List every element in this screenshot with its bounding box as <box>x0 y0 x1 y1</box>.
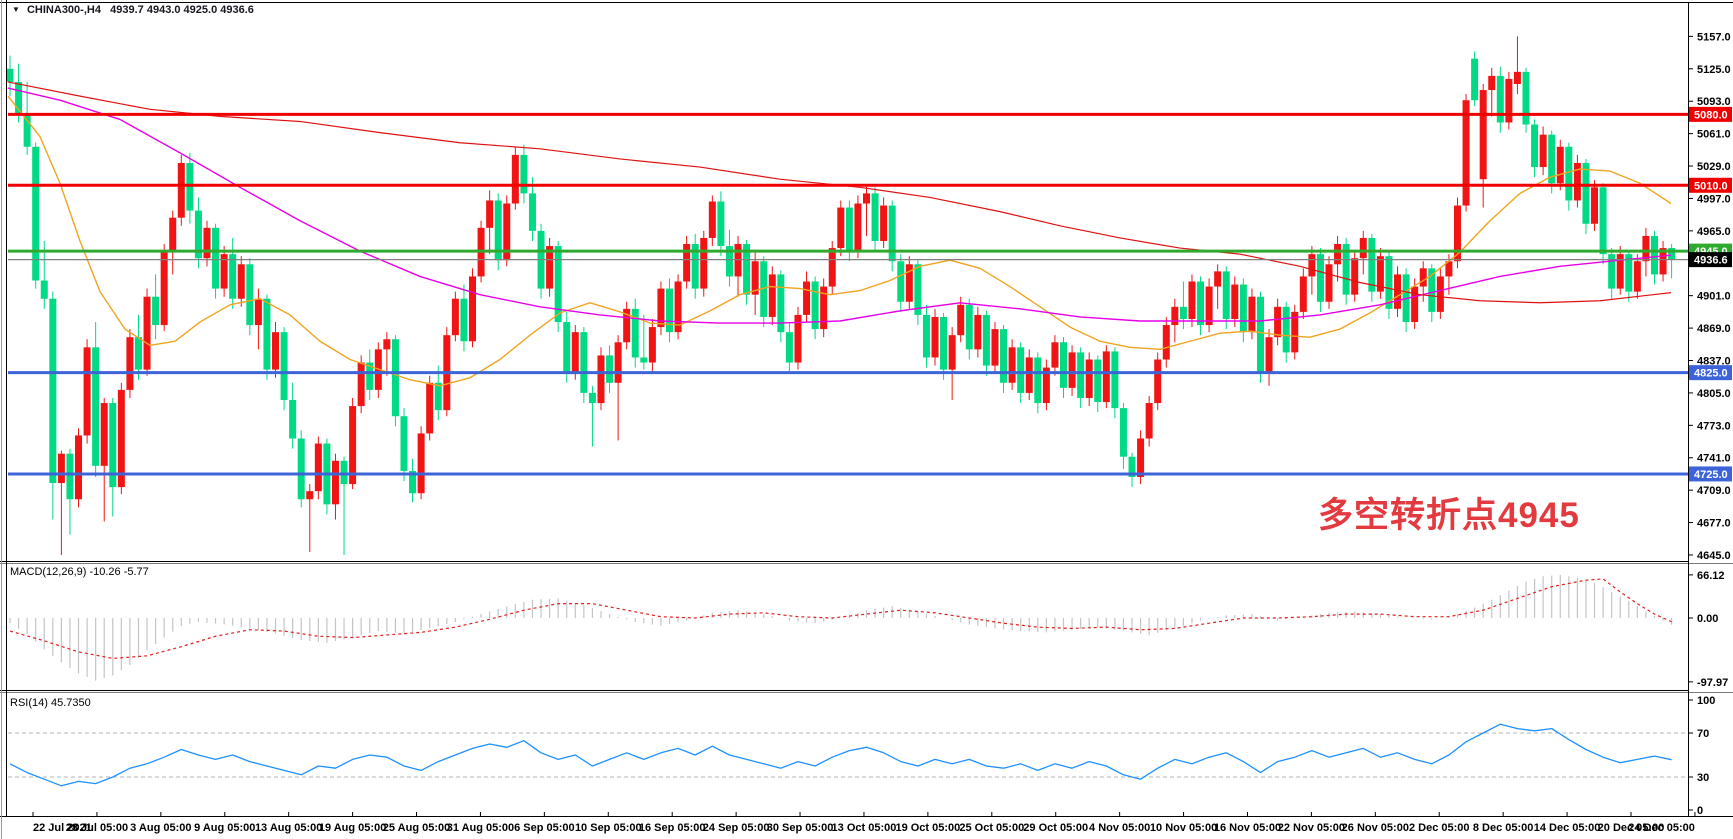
chart-title: ▼ CHINA300-,H4 4939.7 4943.0 4925.0 4936… <box>12 4 254 16</box>
svg-text:9 Aug 05:00: 9 Aug 05:00 <box>194 822 255 834</box>
macd-indicator-label: MACD(12,26,9) -10.26 -5.77 <box>10 566 149 578</box>
svg-text:19 Aug 05:00: 19 Aug 05:00 <box>319 822 386 834</box>
price-scale[interactable] <box>1689 3 1733 816</box>
svg-text:-97.97: -97.97 <box>1697 677 1728 689</box>
svg-text:4645.0: 4645.0 <box>1697 550 1731 562</box>
svg-text:0: 0 <box>1697 805 1703 817</box>
svg-text:8 Dec 05:00: 8 Dec 05:00 <box>1473 822 1534 834</box>
svg-text:5093.0: 5093.0 <box>1697 96 1731 108</box>
svg-text:5157.0: 5157.0 <box>1697 31 1731 43</box>
svg-text:5125.0: 5125.0 <box>1697 64 1731 76</box>
svg-text:25 Aug 05:00: 25 Aug 05:00 <box>383 822 450 834</box>
collapse-arrow-icon[interactable]: ▼ <box>12 5 20 14</box>
svg-text:26 Nov 05:00: 26 Nov 05:00 <box>1342 822 1409 834</box>
svg-text:25 Oct 05:00: 25 Oct 05:00 <box>959 822 1024 834</box>
svg-text:4936.6: 4936.6 <box>1694 255 1728 267</box>
svg-text:30 Sep 05:00: 30 Sep 05:00 <box>767 822 834 834</box>
svg-text:16 Nov 05:00: 16 Nov 05:00 <box>1214 822 1281 834</box>
svg-text:4773.0: 4773.0 <box>1697 420 1731 432</box>
svg-text:4 Nov 05:00: 4 Nov 05:00 <box>1089 822 1150 834</box>
svg-text:28 Jul 05:00: 28 Jul 05:00 <box>66 822 128 834</box>
svg-text:5010.0: 5010.0 <box>1694 180 1728 192</box>
svg-text:0.00: 0.00 <box>1697 613 1718 625</box>
symbol-period-label: CHINA300-,H4 <box>26 4 101 16</box>
svg-text:4677.0: 4677.0 <box>1697 518 1731 530</box>
svg-text:66.12: 66.12 <box>1697 570 1725 582</box>
time-axis[interactable] <box>0 817 1733 839</box>
svg-text:22 Nov 05:00: 22 Nov 05:00 <box>1278 822 1345 834</box>
svg-text:20 Dec 05:00: 20 Dec 05:00 <box>1598 822 1665 834</box>
svg-text:14 Dec 05:00: 14 Dec 05:00 <box>1534 822 1601 834</box>
ohlc-values: 4939.7 4943.0 4925.0 4936.6 <box>110 4 254 16</box>
svg-text:2 Dec 05:00: 2 Dec 05:00 <box>1409 822 1470 834</box>
svg-text:5061.0: 5061.0 <box>1697 129 1731 141</box>
svg-text:10 Nov 05:00: 10 Nov 05:00 <box>1150 822 1217 834</box>
svg-text:4869.0: 4869.0 <box>1697 323 1731 335</box>
svg-text:4837.0: 4837.0 <box>1697 356 1731 368</box>
svg-text:70: 70 <box>1697 728 1709 740</box>
svg-text:31 Aug 05:00: 31 Aug 05:00 <box>447 822 514 834</box>
svg-text:4741.0: 4741.0 <box>1697 453 1731 465</box>
svg-text:10 Sep 05:00: 10 Sep 05:00 <box>575 822 642 834</box>
svg-text:4825.0: 4825.0 <box>1694 368 1728 380</box>
svg-text:16 Sep 05:00: 16 Sep 05:00 <box>639 822 706 834</box>
svg-text:6 Sep 05:00: 6 Sep 05:00 <box>514 822 575 834</box>
svg-text:24 Sep 05:00: 24 Sep 05:00 <box>703 822 770 834</box>
svg-text:29 Oct 05:00: 29 Oct 05:00 <box>1023 822 1088 834</box>
svg-text:13 Oct 05:00: 13 Oct 05:00 <box>832 822 897 834</box>
svg-text:5080.0: 5080.0 <box>1694 109 1728 121</box>
svg-text:4709.0: 4709.0 <box>1697 485 1731 497</box>
svg-text:4965.0: 4965.0 <box>1697 226 1731 238</box>
svg-text:30: 30 <box>1697 772 1709 784</box>
svg-text:4805.0: 4805.0 <box>1697 388 1731 400</box>
svg-text:5029.0: 5029.0 <box>1697 161 1731 173</box>
annotation-text[interactable]: 多空转折点4945 <box>1318 496 1580 535</box>
svg-text:13 Aug 05:00: 13 Aug 05:00 <box>255 822 322 834</box>
rsi-indicator-label: RSI(14) 45.7350 <box>10 697 91 709</box>
svg-text:4945.0: 4945.0 <box>1694 246 1728 258</box>
svg-text:3 Aug 05:00: 3 Aug 05:00 <box>130 822 191 834</box>
svg-text:4901.0: 4901.0 <box>1697 291 1731 303</box>
svg-text:4997.0: 4997.0 <box>1697 193 1731 205</box>
svg-text:4725.0: 4725.0 <box>1694 469 1728 481</box>
svg-text:100: 100 <box>1697 695 1715 707</box>
svg-text:19 Oct 05:00: 19 Oct 05:00 <box>895 822 960 834</box>
svg-text:24 Dec 05:00: 24 Dec 05:00 <box>1628 822 1695 834</box>
svg-text:22 Jul 2021: 22 Jul 2021 <box>33 822 92 834</box>
